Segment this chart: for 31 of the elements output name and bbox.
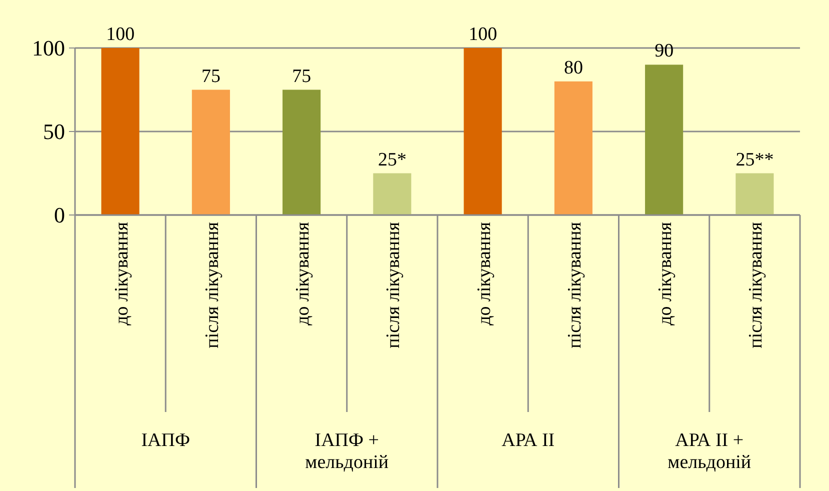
x-tick-label: після лікування (202, 222, 223, 348)
data-label: 75 (292, 66, 312, 87)
data-label: 25* (378, 149, 406, 170)
text: АРА II + мельдоній (668, 430, 752, 473)
y-tick-label: 50 (43, 119, 65, 144)
text: ІАПФ (141, 430, 190, 451)
x-tick-label: після лікування (383, 222, 404, 348)
x-tick-label: до лікування (111, 222, 132, 326)
text: АРА II (502, 430, 555, 451)
bar (101, 48, 140, 215)
bar (192, 90, 230, 215)
text: ІАПФ + мельдоній (305, 430, 389, 473)
x-tick-label: після лікування (746, 222, 767, 348)
bar (736, 173, 774, 215)
x-tick-label: до лікування (292, 222, 314, 326)
data-label: 100 (106, 24, 135, 45)
x-tick-label: після лікування (564, 222, 586, 348)
bar (645, 64, 684, 215)
data-label: 90 (654, 40, 674, 62)
data-label: 80 (564, 57, 583, 78)
bar (464, 48, 502, 215)
bar (373, 173, 412, 215)
y-tick-label: 100 (32, 36, 65, 61)
data-label: 100 (468, 24, 498, 45)
data-label: 25** (736, 149, 774, 170)
x-tick-label: до лікування (474, 222, 495, 326)
bar (554, 81, 592, 215)
x-tick-label: до лікування (655, 222, 676, 326)
data-label: 75 (201, 66, 220, 87)
y-tick-label: 0 (54, 202, 65, 228)
bar (282, 90, 321, 215)
